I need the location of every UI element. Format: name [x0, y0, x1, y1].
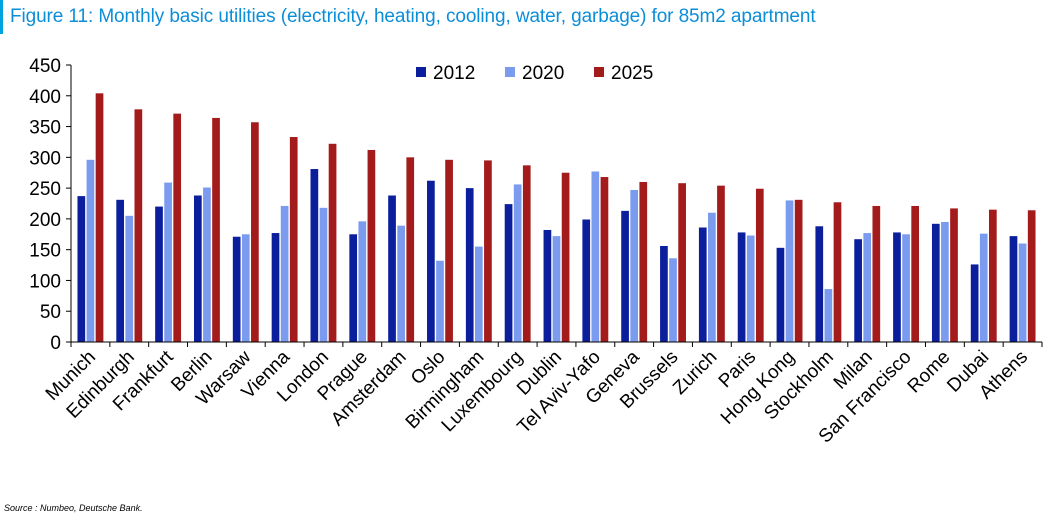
- bar-2025-frankfurt: [173, 113, 182, 342]
- bar-2025-vienna: [289, 137, 298, 342]
- bar-2012-luxembourg: [504, 204, 513, 342]
- y-tick-label: 350: [29, 118, 61, 139]
- bar-2020-rome: [941, 221, 949, 342]
- bar-2025-edinburgh: [134, 109, 143, 342]
- bar-2020-paris: [746, 235, 755, 342]
- bar-2012-edinburgh: [116, 199, 125, 342]
- bar-2012-geneva: [621, 210, 629, 342]
- legend-swatch-2025: [594, 67, 604, 77]
- bar-2025-rome: [950, 208, 958, 342]
- bar-2020-luxembourg: [513, 184, 522, 342]
- bar-2020-zurich: [708, 212, 716, 342]
- y-tick-label: 450: [29, 56, 61, 77]
- bar-2012-vienna: [271, 233, 280, 342]
- bar-2012-warsaw: [232, 236, 241, 342]
- bar-2025-athens: [1027, 210, 1036, 342]
- bar-2012-dublin: [543, 229, 552, 342]
- bar-2020-stockholm: [824, 289, 833, 342]
- legend-label-2012: 2012: [433, 63, 475, 84]
- y-tick-label: 200: [29, 210, 61, 231]
- bar-2025-luxembourg: [522, 165, 531, 342]
- bar-2012-tel-aviv-yafo: [582, 219, 591, 342]
- y-tick-label: 400: [29, 87, 61, 108]
- bar-2012-london: [310, 169, 319, 342]
- bar-2020-frankfurt: [164, 182, 172, 342]
- figure-title: Figure 11: Monthly basic utilities (elec…: [10, 6, 816, 27]
- y-tick-label: 250: [29, 179, 61, 200]
- bar-2012-frankfurt: [155, 206, 163, 342]
- bar-2025-prague: [367, 149, 376, 342]
- bar-2020-geneva: [630, 189, 639, 342]
- bar-2025-paris: [755, 188, 764, 342]
- bar-2025-dubai: [988, 209, 997, 342]
- bar-2025-geneva: [639, 181, 648, 342]
- bar-2025-amsterdam: [406, 157, 415, 342]
- bar-2020-athens: [1018, 243, 1027, 342]
- bar-2025-brussels: [678, 183, 686, 342]
- bar-2020-vienna: [280, 205, 289, 342]
- bar-2012-birmingham: [465, 188, 474, 342]
- bar-2020-prague: [358, 221, 367, 342]
- bar-2020-berlin: [203, 187, 211, 342]
- bar-2020-san-francisco: [902, 234, 910, 342]
- bar-2025-zurich: [717, 185, 725, 342]
- bar-2012-san-francisco: [893, 232, 901, 342]
- bar-2025-oslo: [445, 159, 453, 342]
- legend-swatch-2020: [505, 67, 515, 77]
- bar-2020-warsaw: [241, 234, 250, 342]
- bar-2020-edinburgh: [125, 215, 134, 342]
- y-tick-label: 300: [29, 148, 61, 169]
- bar-2012-brussels: [660, 245, 668, 342]
- bar-2025-warsaw: [251, 122, 259, 342]
- bar-2012-munich: [77, 196, 86, 342]
- source-note: Source : Numbeo, Deutsche Bank.: [4, 503, 143, 513]
- bar-2012-paris: [737, 232, 746, 342]
- bar-2025-london: [328, 143, 337, 342]
- y-tick-label: 0: [50, 333, 61, 354]
- legend-swatch-2012: [416, 67, 426, 77]
- bar-2025-birmingham: [484, 160, 492, 342]
- bar-2012-berlin: [193, 195, 202, 342]
- legend-label-2025: 2025: [611, 63, 653, 84]
- bar-2012-zurich: [698, 227, 707, 342]
- bar-2025-stockholm: [833, 202, 842, 342]
- bar-2025-hong-kong: [794, 199, 803, 342]
- bar-2020-birmingham: [474, 246, 483, 342]
- bar-2012-athens: [1009, 236, 1018, 342]
- bar-2025-tel-aviv-yafo: [600, 177, 609, 342]
- figure-title-bar: Figure 11: Monthly basic utilities (elec…: [0, 0, 1047, 34]
- bar-2012-oslo: [427, 180, 435, 342]
- bar-2020-milan: [863, 233, 872, 342]
- bar-chart: 050100150200250300350400450MunichEdinbur…: [29, 56, 1043, 447]
- y-tick-label: 150: [29, 241, 61, 262]
- bar-2012-milan: [854, 239, 862, 342]
- bar-2020-dubai: [979, 233, 988, 342]
- bar-2020-dublin: [552, 236, 561, 342]
- category-label: Zurich: [669, 347, 721, 399]
- bar-2020-tel-aviv-yafo: [591, 171, 600, 342]
- bar-2020-munich: [86, 159, 95, 342]
- bar-2012-prague: [349, 234, 358, 342]
- bar-2012-stockholm: [815, 226, 824, 342]
- bar-2020-london: [319, 207, 328, 342]
- legend-label-2020: 2020: [522, 63, 564, 84]
- bar-2025-berlin: [212, 117, 220, 342]
- bar-2020-brussels: [669, 258, 677, 342]
- bar-2025-san-francisco: [911, 205, 920, 342]
- bar-2025-milan: [872, 205, 881, 342]
- bar-2012-dubai: [970, 264, 979, 342]
- bar-2012-amsterdam: [388, 195, 396, 342]
- bar-2025-munich: [95, 93, 104, 342]
- bar-2012-rome: [931, 223, 940, 342]
- bar-2020-amsterdam: [397, 225, 405, 342]
- y-tick-label: 50: [40, 302, 61, 323]
- bar-2012-hong-kong: [776, 247, 785, 342]
- bar-2020-oslo: [436, 260, 444, 342]
- bar-2020-hong-kong: [785, 200, 794, 342]
- bar-2025-dublin: [561, 172, 570, 342]
- category-label: Rome: [904, 347, 955, 398]
- y-tick-label: 100: [29, 271, 61, 292]
